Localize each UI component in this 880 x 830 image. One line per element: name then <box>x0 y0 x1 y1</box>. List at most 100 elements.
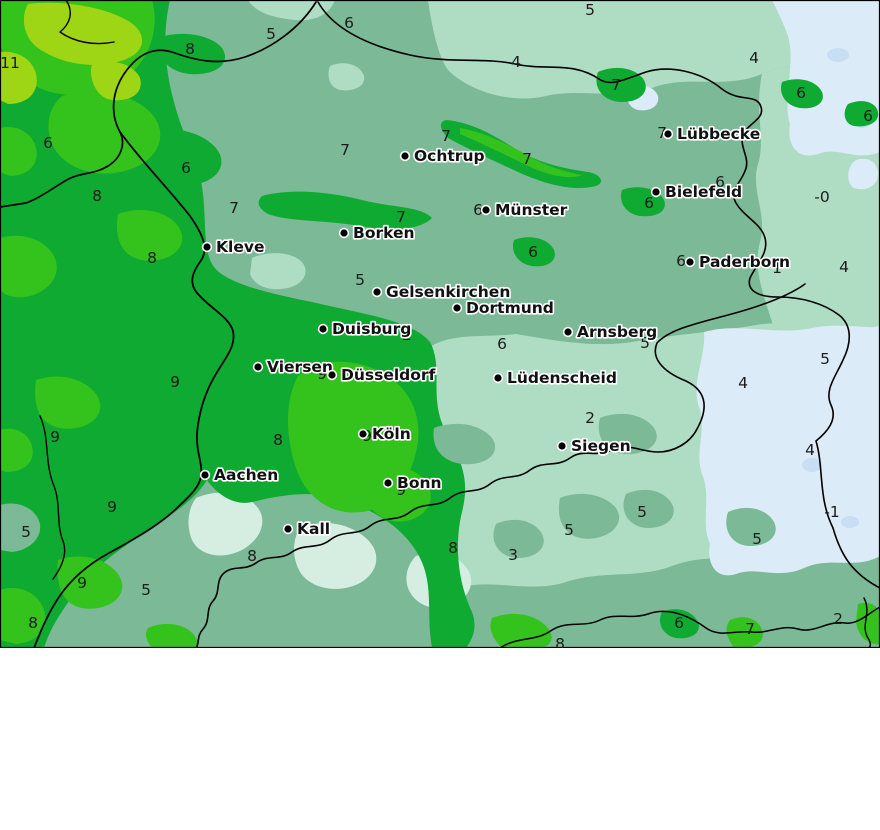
temperature-value: 5 <box>820 350 830 368</box>
city-dot <box>556 440 568 452</box>
city-dot <box>492 372 504 384</box>
temperature-value: -1 <box>824 503 839 521</box>
city-marker-group: Borken <box>338 222 416 244</box>
temperature-value: 7 <box>396 208 406 226</box>
temperature-value: 7 <box>441 127 451 145</box>
city-label: Bonn <box>397 474 442 492</box>
temperature-value: 5 <box>637 503 647 521</box>
city-label: Bielefeld <box>665 183 742 201</box>
city-dot <box>338 227 350 239</box>
temperature-value: 7 <box>657 124 667 142</box>
temperature-value: 7 <box>522 150 532 168</box>
city-marker-group: Siegen <box>556 435 632 457</box>
city-marker-group: Bielefeld <box>650 181 744 203</box>
city-marker-group: Düsseldorf <box>326 364 437 386</box>
temperature-value: 6 <box>644 194 654 212</box>
city-marker-group: Kall <box>282 518 332 540</box>
temperature-value: 5 <box>141 581 151 599</box>
temperature-value: 3 <box>508 546 518 564</box>
city-label: Dortmund <box>466 299 554 317</box>
city-dot <box>480 204 492 216</box>
temperature-value: 8 <box>448 539 458 557</box>
city-dot <box>382 477 394 489</box>
city-marker-group: Lüdenscheid <box>492 367 619 389</box>
city-dot <box>451 302 463 314</box>
city-label: Duisburg <box>332 320 411 338</box>
temperature-value: 6 <box>43 134 53 152</box>
temperature-value: 7 <box>745 620 755 638</box>
temperature-map-canvas: 11 8 5 6 5 4 7 4 6 6 6 7 7 7 6 7 6 8 -0 6 7 7 6 6 8 6 1 4 5 2 6 5 5 9 4 2 9 9… <box>0 0 880 648</box>
temperature-value: 9 <box>77 574 87 592</box>
city-label: Kall <box>297 520 330 538</box>
temperature-value: 2 <box>833 610 843 628</box>
city-marker-group: Gelsenkirchen <box>371 281 512 303</box>
city-label: Paderborn <box>699 253 790 271</box>
temperature-value: 11 <box>0 54 20 72</box>
temperature-value: 4 <box>511 53 521 71</box>
temperature-value: 6 <box>344 14 354 32</box>
city-marker-group: Duisburg <box>317 318 413 340</box>
city-marker-group: Paderborn <box>684 251 792 273</box>
temperature-value: 9 <box>170 373 180 391</box>
temperature-value: 6 <box>715 173 725 191</box>
temperature-value: 7 <box>611 76 621 94</box>
temperature-value: 9 <box>317 365 327 383</box>
temperature-value: 8 <box>273 431 283 449</box>
city-marker-group: Arnsberg <box>562 321 659 343</box>
city-label: Ochtrup <box>414 147 485 165</box>
map-footer: Temperatur in 2m (in °C) Modell: ICON-D2… <box>0 648 880 830</box>
city-label: Lübbecke <box>677 125 760 143</box>
city-dot <box>201 241 213 253</box>
city-marker-group: Lübbecke <box>662 123 762 145</box>
temperature-value: 4 <box>749 49 759 67</box>
city-marker-group: Münster <box>480 199 569 221</box>
city-marker-group: Dortmund <box>451 297 555 319</box>
temperature-value: 8 <box>92 187 102 205</box>
city-dot <box>357 428 369 440</box>
city-marker-group: Ochtrup <box>399 145 486 167</box>
temperature-value: 8 <box>185 40 195 58</box>
city-dot <box>326 369 338 381</box>
temperature-value: 9 <box>50 428 60 446</box>
temperature-value: 2 <box>585 409 595 427</box>
temperature-value: 6 <box>497 335 507 353</box>
city-label: Gelsenkirchen <box>386 283 510 301</box>
city-dot <box>282 523 294 535</box>
city-label: Kleve <box>216 238 264 256</box>
city-dot <box>199 469 211 481</box>
temperature-value: 5 <box>266 25 276 43</box>
city-marker-group: Köln <box>357 423 412 445</box>
temperature-value: 5 <box>564 521 574 539</box>
city-label: Lüdenscheid <box>507 369 617 387</box>
city-label: Düsseldorf <box>341 366 436 384</box>
city-marker-group: Bonn <box>382 472 443 494</box>
city-dot <box>399 150 411 162</box>
temperature-value: 5 <box>355 271 365 289</box>
city-dot <box>252 361 264 373</box>
city-label: Borken <box>353 224 415 242</box>
temperature-value: 6 <box>181 159 191 177</box>
city-label: Arnsberg <box>577 323 657 341</box>
temperature-value: 8 <box>147 249 157 267</box>
temperature-value: 9 <box>396 481 406 499</box>
city-label: Münster <box>495 201 568 219</box>
temperature-value: 6 <box>676 252 686 270</box>
temperature-value: 4 <box>738 374 748 392</box>
temperature-value: -0 <box>814 188 829 206</box>
temperature-value: 7 <box>340 141 350 159</box>
temperature-value: 5 <box>752 530 762 548</box>
city-marker-group: Viersen <box>252 356 335 378</box>
temperature-value: 6 <box>528 243 538 261</box>
city-dot <box>684 256 696 268</box>
city-marker-group: Aachen <box>199 464 280 486</box>
temperature-value: 4 <box>805 441 815 459</box>
temperature-value: 4 <box>839 258 849 276</box>
city-dot <box>662 128 674 140</box>
city-label: Aachen <box>214 466 278 484</box>
temperature-value: 5 <box>21 523 31 541</box>
temperature-value: 5 <box>585 1 595 19</box>
temperature-value: 6 <box>796 84 806 102</box>
city-dot <box>371 286 383 298</box>
city-marker-group: Kleve <box>201 236 266 258</box>
temperature-value: 9 <box>107 498 117 516</box>
